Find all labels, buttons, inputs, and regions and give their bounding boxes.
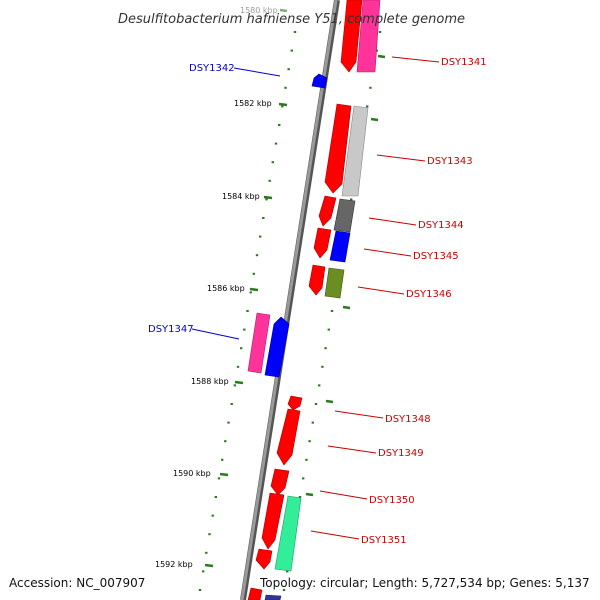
gene-dsy1343-grey[interactable] <box>341 105 369 197</box>
track-dot <box>327 328 330 331</box>
gene-dsy1345-blue[interactable] <box>329 230 351 263</box>
track-dot <box>233 384 236 387</box>
gene-dsy1348[interactable] <box>287 395 303 411</box>
track-dot <box>284 86 287 89</box>
track-dot <box>281 105 284 108</box>
track-dot <box>202 570 205 573</box>
gene-dsy1341-pink[interactable] <box>356 0 381 73</box>
track-dot <box>305 458 308 461</box>
accession-text: Accession: NC_007907 <box>9 576 145 590</box>
track-dot <box>369 86 372 89</box>
gene-label-dsy1348[interactable]: DSY1348 <box>385 414 431 425</box>
track-dot <box>205 551 208 554</box>
track-dot <box>252 272 255 275</box>
track-dot <box>271 161 274 164</box>
track-dot <box>262 217 265 219</box>
track-dot <box>282 589 286 591</box>
gene-label-dsy1341[interactable]: DSY1341 <box>441 57 487 68</box>
track-dot <box>246 310 249 312</box>
track-dot <box>350 198 353 201</box>
gene-label-dsy1345[interactable]: DSY1345 <box>413 251 459 262</box>
genome-summary-text: Topology: circular; Length: 5,727,534 bp… <box>259 576 590 590</box>
track-dot <box>293 31 297 33</box>
track-dot <box>211 514 214 517</box>
track-dot <box>324 347 327 350</box>
kbp-label-1580: 1580 kbp <box>240 6 278 15</box>
gene-dsy1341[interactable] <box>340 0 363 73</box>
track-dot <box>330 310 334 312</box>
track-dot <box>221 458 224 461</box>
track-dot <box>259 235 262 238</box>
gene-leader-lines <box>191 56 440 540</box>
gene-label-dsy1343[interactable]: DSY1343 <box>427 156 473 167</box>
gene-label-dsy1344[interactable]: DSY1344 <box>418 220 464 231</box>
right-ticks <box>305 54 386 497</box>
gene-dsy1346-olive[interactable] <box>324 267 345 299</box>
kbp-label-1586: 1586 kbp <box>207 284 245 293</box>
kbp-label-1592: 1592 kbp <box>155 560 193 569</box>
track-dot <box>314 403 318 405</box>
genome-title: Desulfitobacterium hafniense Y51, comple… <box>118 12 465 27</box>
genome-backbone <box>240 0 340 600</box>
track-dot <box>366 105 369 108</box>
gene-label-dsy1351[interactable]: DSY1351 <box>361 535 407 546</box>
track-dot <box>290 49 293 52</box>
gene-dsy1349[interactable] <box>276 408 301 466</box>
gene-dsy1343[interactable] <box>324 103 352 194</box>
tick-track-left <box>198 31 297 591</box>
kbp-label-1588: 1588 kbp <box>191 377 229 386</box>
gene-label-dsy1349[interactable]: DSY1349 <box>378 448 424 459</box>
track-dot <box>287 68 290 71</box>
track-dot <box>243 328 246 331</box>
kbp-label-1582: 1582 kbp <box>234 99 272 108</box>
track-dot <box>217 477 221 480</box>
track-dot <box>230 403 233 405</box>
track-dot <box>278 124 281 126</box>
track-dot <box>255 254 259 257</box>
track-dot <box>198 589 202 591</box>
gene-dsy1347[interactable] <box>264 316 290 378</box>
gene-dsy1342[interactable] <box>311 73 328 89</box>
track-dot <box>236 365 240 368</box>
track-dot <box>227 421 230 424</box>
gene-dsy1344[interactable] <box>318 195 337 227</box>
track-dot <box>208 533 211 536</box>
gene-features <box>247 0 381 600</box>
gene-labels: DSY1341 DSY1342 DSY1343 DSY1344 DSY1345 … <box>148 57 487 546</box>
track-dot <box>249 291 252 294</box>
gene-label-dsy1342[interactable]: DSY1342 <box>189 63 235 74</box>
gene-label-dsy1346[interactable]: DSY1346 <box>406 289 452 300</box>
track-dot <box>308 440 311 443</box>
gene-dsy1347-pink[interactable] <box>247 312 271 374</box>
gene-label-dsy1350[interactable]: DSY1350 <box>369 495 415 506</box>
kbp-label-1590: 1590 kbp <box>173 469 211 478</box>
gene-dsy1345[interactable] <box>313 227 332 259</box>
track-dot <box>268 179 271 182</box>
track-dot <box>274 142 278 145</box>
gene-lower-red[interactable] <box>255 548 273 570</box>
gene-lower-red-b[interactable] <box>247 587 263 600</box>
kbp-label-1584: 1584 kbp <box>222 192 260 201</box>
track-dot <box>214 496 217 498</box>
gene-dsy1346[interactable] <box>308 264 326 296</box>
gene-dsy1351-teal[interactable] <box>274 495 302 572</box>
track-dot <box>321 365 324 368</box>
gene-lower-navy[interactable] <box>264 594 282 600</box>
track-dot <box>298 496 302 498</box>
gene-dsy1350-b[interactable] <box>261 492 285 550</box>
track-dot <box>265 198 268 201</box>
track-dot <box>286 570 289 573</box>
track-dot <box>311 421 314 424</box>
gene-dsy1344-grey[interactable] <box>333 198 356 233</box>
track-dot <box>240 347 243 350</box>
track-dot <box>318 384 321 387</box>
track-dot <box>375 49 378 52</box>
gene-dsy1350[interactable] <box>270 468 290 496</box>
gene-label-dsy1347[interactable]: DSY1347 <box>148 324 194 335</box>
track-dot <box>302 477 305 480</box>
track-dot <box>224 440 227 443</box>
track-dot <box>378 31 382 33</box>
kbp-ticks: 1580 kbp 1582 kbp 1584 kbp 1586 kbp 1588… <box>155 6 288 569</box>
